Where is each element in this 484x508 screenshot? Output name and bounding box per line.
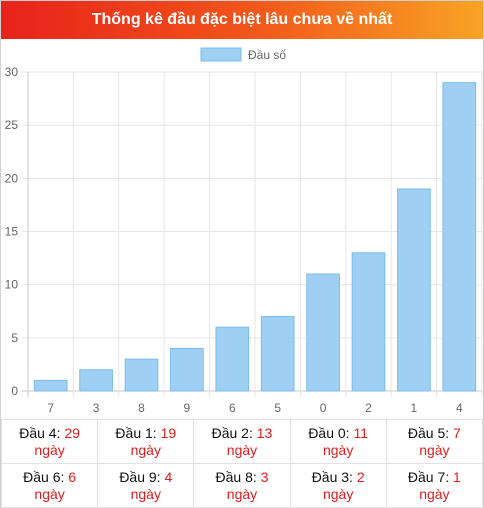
cell-value: 19 — [160, 424, 177, 441]
bar — [306, 273, 340, 392]
cell-label: Đầu 1: — [115, 424, 157, 441]
table-cell: Đầu 9: 4 ngày — [97, 463, 195, 508]
cell-label: Đầu 0: — [308, 424, 350, 441]
table-cell: Đầu 3: 2 ngày — [289, 463, 387, 508]
cell-unit: ngày — [34, 485, 65, 502]
table-row: Đầu 6: 6 ngày Đầu 9: 4 ngày Đầu 8: 3 ngày Đ… — [0, 463, 484, 508]
cell-value: 7 — [453, 424, 461, 441]
bar — [170, 347, 204, 392]
bar-chart: 0 5 10 15 20 25 30 7 3 8 9 6 5 0 2 1 4 Đầu số — [5, 47, 483, 415]
legend-label: Đầu số — [248, 48, 286, 62]
x-tick-label: 5 — [274, 401, 281, 415]
table-cell: Đầu 1: 19 ngày — [97, 419, 195, 464]
x-tick-label: 6 — [229, 401, 236, 415]
cell-value: 3 — [260, 468, 269, 485]
cell-unit: ngày — [130, 485, 161, 502]
cell-label: Đầu 7: — [407, 468, 450, 485]
cell-value: 2 — [356, 468, 365, 485]
y-tick-label: 10 — [5, 278, 19, 292]
stats-table: Đầu 4: 29 ngày Đầu 1: 19 ngày Đầu 2: 13 ngà… — [0, 419, 484, 508]
x-tick-label: 2 — [365, 401, 372, 415]
cell-unit: ngày — [34, 441, 65, 458]
x-tick-label: 3 — [93, 401, 100, 415]
cell-value: 29 — [64, 424, 80, 441]
cell-label: Đầu 6: — [23, 468, 65, 485]
y-tick-label: 5 — [11, 331, 18, 345]
bar — [351, 252, 386, 392]
cell-unit: ngày — [226, 485, 258, 502]
table-cell: Đầu 4: 29 ngày — [0, 419, 99, 464]
cell-value: 6 — [68, 468, 77, 485]
cell-unit: ngày — [419, 441, 450, 458]
table-cell: Đầu 6: 6 ngày — [0, 463, 99, 508]
y-tick-label: 15 — [5, 225, 19, 239]
x-tick-label: 1 — [411, 401, 418, 415]
cell-label: Đầu 2: — [211, 424, 253, 441]
cell-label: Đầu 4: — [19, 424, 61, 441]
cell-value: 4 — [164, 468, 173, 485]
y-tick-label: 0 — [11, 384, 18, 398]
cell-unit: ngày — [322, 441, 354, 458]
y-tick-label: 30 — [5, 65, 19, 79]
cell-label: Đầu 9: — [119, 468, 161, 485]
cell-value: 11 — [353, 424, 368, 441]
table-cell: Đầu 7: 1 ngày — [385, 463, 484, 508]
bar — [442, 82, 477, 392]
bar — [215, 326, 250, 392]
table-cell: Đầu 5: 7 ngày — [385, 419, 484, 464]
bar — [124, 358, 159, 392]
bar — [260, 316, 295, 392]
y-tick-label: 20 — [5, 171, 19, 185]
cell-label: Đầu 3: — [311, 468, 353, 485]
x-tick-label: 0 — [320, 401, 327, 415]
y-tick-label: 25 — [5, 118, 19, 132]
bar — [79, 369, 113, 392]
legend-swatch — [200, 47, 242, 62]
cell-unit: ngày — [226, 441, 258, 458]
cell-value: 1 — [453, 468, 461, 485]
table-row: Đầu 4: 29 ngày Đầu 1: 19 ngày Đầu 2: 13 ngà… — [0, 419, 484, 464]
cell-unit: ngày — [322, 485, 354, 502]
x-tick-label: 4 — [456, 401, 463, 415]
panel-title: Thống kê đầu đặc biệt lâu chưa về nhất — [1, 1, 483, 39]
bar — [33, 379, 68, 392]
cell-label: Đầu 5: — [407, 424, 450, 441]
table-cell: Đầu 0: 11 ngày — [289, 419, 387, 464]
table-cell: Đầu 8: 3 ngày — [193, 463, 291, 508]
x-tick-label: 8 — [138, 401, 145, 415]
table-cell: Đầu 2: 13 ngày — [193, 419, 291, 464]
cell-unit: ngày — [130, 441, 161, 458]
x-tick-label: 7 — [47, 401, 54, 415]
bar — [397, 188, 431, 392]
cell-value: 13 — [256, 424, 273, 441]
x-tick-label: 9 — [184, 401, 191, 415]
cell-unit: ngày — [419, 485, 450, 502]
cell-label: Đầu 8: — [215, 468, 257, 485]
